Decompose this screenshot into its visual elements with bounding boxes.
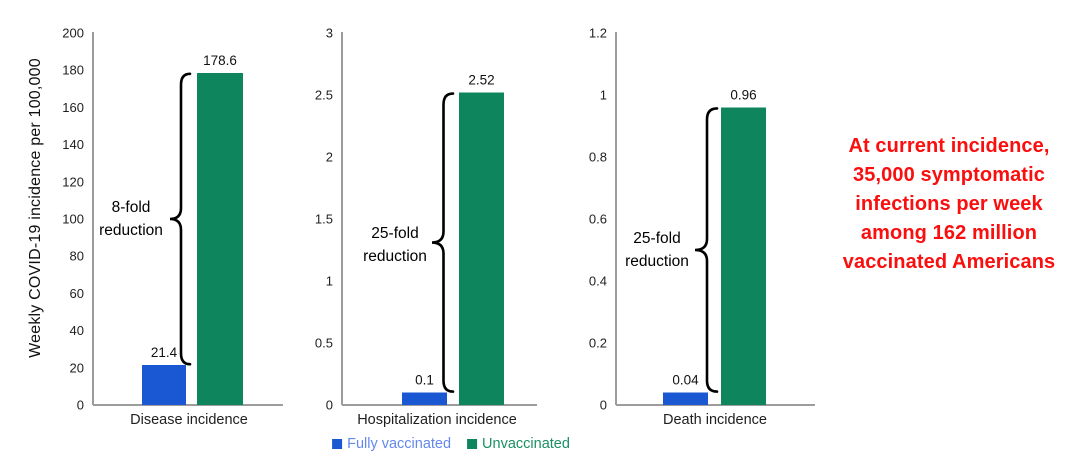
reduction-annotation-hospitalization: 25-fold reduction — [358, 222, 432, 268]
chart-plot-0: 0 20 40 60 80 100 120 140 160 180 200 21.4 178.6 — [62, 26, 283, 413]
legend-swatch-unvaccinated-icon — [467, 439, 478, 449]
key-message-line: At current incidence, — [848, 135, 1050, 157]
chart-plot-1: 0 0.5 1 1.5 2 2.5 3 0.1 2.52 — [315, 26, 537, 413]
annotation-line: 25-fold — [633, 230, 681, 247]
key-message-line: infections per week — [855, 193, 1043, 215]
bar-value-label: 21.4 — [151, 345, 178, 360]
annotation-line: reduction — [625, 253, 689, 270]
key-message-line: vaccinated Americans — [842, 251, 1056, 273]
y-tick-label: 140 — [62, 137, 84, 152]
bar-value-label: 0.96 — [730, 87, 756, 102]
y-tick-label: 0 — [77, 398, 84, 413]
y-tick-label: 2 — [326, 150, 333, 165]
key-message-line: 35,000 symptomatic — [853, 164, 1045, 186]
reduction-brace — [169, 72, 192, 366]
y-tick-label: 0.8 — [589, 150, 607, 165]
bar-value-label: 0.1 — [415, 373, 434, 388]
reduction-annotation-disease: 8-fold reduction — [94, 196, 168, 242]
y-tick-label: 3 — [326, 26, 333, 41]
bar-fully-vaccinated — [142, 365, 186, 405]
annotation-line: 8-fold — [111, 199, 151, 216]
x-axis-label-disease: Disease incidence — [130, 412, 248, 428]
chart-plot-2: 0 0.2 0.4 0.6 0.8 1 1.2 0.04 0.96 — [589, 26, 815, 413]
annotation-line: reduction — [363, 248, 427, 265]
reduction-annotation-death: 25-fold reduction — [620, 227, 694, 273]
y-tick-label: 1.2 — [589, 26, 607, 41]
y-tick-label: 0.2 — [589, 336, 607, 351]
y-tick-label: 80 — [70, 249, 84, 264]
y-tick-label: 20 — [70, 360, 84, 375]
legend-item-fully-vaccinated: Fully vaccinated — [332, 436, 451, 452]
reduction-brace — [694, 107, 719, 393]
bar-unvaccinated — [721, 107, 766, 406]
y-tick-label: 100 — [62, 212, 84, 227]
y-tick-label: 60 — [70, 286, 84, 301]
key-message: At current incidence, 35,000 symptomatic… — [824, 132, 1074, 277]
y-tick-label: 40 — [70, 323, 84, 338]
x-axis-label-death: Death incidence — [663, 412, 767, 428]
bar-unvaccinated — [197, 72, 243, 405]
y-tick-label: 160 — [62, 100, 84, 115]
y-tick-label: 0 — [600, 398, 607, 413]
bar-unvaccinated — [459, 92, 504, 406]
annotation-line: 25-fold — [371, 225, 419, 242]
legend-label-unvaccinated: Unvaccinated — [482, 436, 570, 452]
bar-value-label: 178.6 — [203, 53, 237, 68]
key-message-line: among 162 million — [860, 222, 1038, 244]
legend-item-unvaccinated: Unvaccinated — [467, 436, 570, 452]
bar-value-label: 0.04 — [672, 373, 699, 388]
y-tick-label: 1 — [326, 274, 333, 289]
y-axis-title: Weekly COVID-19 incidence per 100,000 — [27, 58, 44, 358]
y-tick-label: 0.4 — [589, 274, 607, 289]
y-tick-label: 120 — [62, 174, 84, 189]
legend-label-fully-vaccinated: Fully vaccinated — [347, 436, 452, 452]
annotation-line: reduction — [99, 222, 163, 239]
x-axis-label-hospitalization: Hospitalization incidence — [357, 412, 517, 428]
y-tick-label: 0.6 — [589, 212, 607, 227]
legend-swatch-fully-vaccinated-icon — [332, 439, 343, 449]
y-tick-label: 2.5 — [315, 88, 333, 103]
y-tick-label: 1 — [600, 88, 607, 103]
y-tick-label: 0 — [326, 398, 333, 413]
y-tick-label: 0.5 — [315, 336, 333, 351]
reduction-brace — [431, 92, 455, 393]
bar-value-label: 2.52 — [468, 73, 494, 88]
bar-fully-vaccinated — [402, 392, 447, 405]
y-tick-label: 1.5 — [315, 212, 333, 227]
y-tick-label: 200 — [62, 26, 84, 41]
y-tick-label: 180 — [62, 63, 84, 78]
legend: Fully vaccinated Unvaccinated — [332, 436, 570, 452]
bar-fully-vaccinated — [663, 392, 708, 405]
